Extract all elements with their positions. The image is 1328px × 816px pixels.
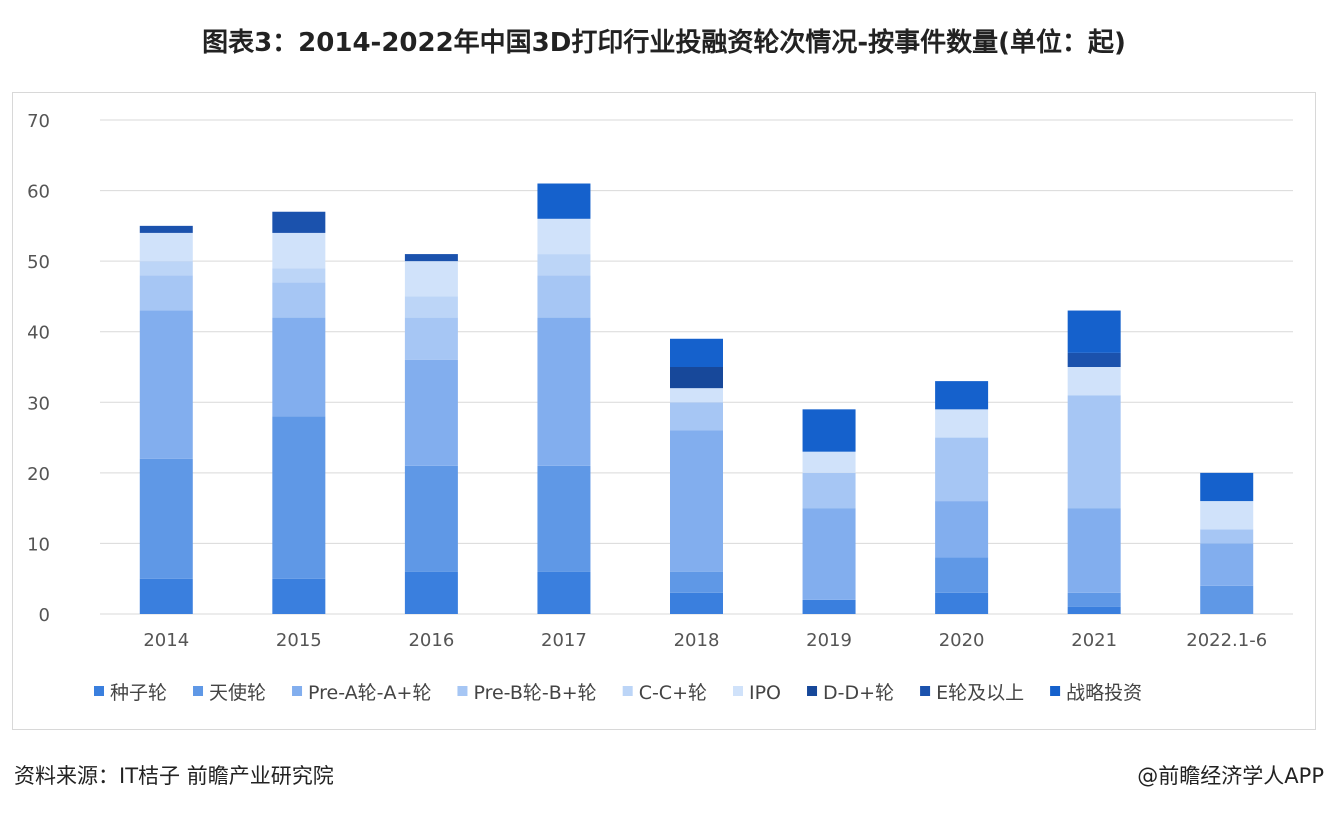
y-tick-label: 60 [27,182,50,203]
bar-segment [537,317,591,466]
bar-segment [670,338,723,367]
bar-segment [802,409,856,452]
bar-segment [139,458,193,579]
legend-swatch [622,686,633,696]
bar-segment [670,430,723,572]
y-tick-label: 70 [27,111,50,132]
x-tick-label: 2016 [408,630,454,651]
bar-segment [802,599,856,614]
bar-segment [404,254,458,262]
x-tick-label: 2014 [143,630,189,651]
bar-segment [139,275,193,311]
bar-segment [1200,529,1254,544]
legend-label: 战略投资 [1066,682,1142,704]
bar-segment [670,402,723,431]
bar-segment [935,592,989,614]
legend-swatch [807,686,818,696]
x-tick-label: 2021 [1071,630,1117,651]
legend-label: D-D+轮 [823,682,894,704]
bar-segment [1067,606,1121,614]
bar-segment [537,465,591,572]
bar-segment [272,268,326,283]
legend-label: C-C+轮 [639,682,707,704]
bar-segment [537,183,591,219]
bar-segment [802,508,856,600]
y-tick-label: 20 [27,464,50,485]
legend-label: 天使轮 [209,682,266,704]
bar-segment [802,451,856,473]
bar-segment [272,211,326,233]
bar-segment [139,225,193,233]
bar-segment [935,437,989,502]
bar-segment [802,472,856,509]
bar-segment [935,501,989,558]
x-tick-label: 2018 [674,630,720,651]
credit-note: @前瞻经济学人APP [1137,764,1324,788]
legend-swatch [193,686,204,696]
legend-swatch [733,686,743,696]
bar-segment [139,578,193,614]
y-tick-label: 40 [27,323,50,344]
chart-frame [12,92,1316,730]
x-tick-label: 2022.1-6 [1186,630,1267,651]
bar-segment [404,571,458,614]
legend-label: Pre-B轮-B+轮 [473,682,596,704]
bar-segment [1067,395,1121,509]
bar-segment [670,571,723,593]
bar-segment [272,578,326,614]
x-tick-label: 2017 [541,630,587,651]
y-tick-label: 10 [27,534,50,555]
bar-segment [272,232,326,269]
bar-segment [537,275,591,318]
bar-segment [272,416,326,579]
bar-segment [1067,508,1121,593]
bar-segment [404,296,458,318]
legend-label: Pre-A轮-A+轮 [308,682,431,704]
legend-swatch [292,686,303,696]
bar-segment [272,317,326,417]
bar-segment [1200,585,1254,614]
bar-segment [1067,592,1121,607]
legend-label: IPO [749,682,781,704]
bar-segment [537,254,591,276]
bar-segment [670,388,723,403]
x-tick-label: 2019 [806,630,852,651]
bar-segment [1200,472,1254,502]
x-tick-label: 2015 [276,630,322,651]
bar-segment [404,465,458,572]
bar-segment [935,409,989,438]
legend-swatch [94,686,104,696]
legend-swatch [457,686,468,696]
y-tick-label: 0 [39,605,50,626]
bar-segment [537,571,591,614]
legend-label: 种子轮 [110,682,167,704]
bar-segment [404,359,458,466]
source-note: 资料来源：IT桔子 前瞻产业研究院 [14,764,334,788]
y-tick-label: 30 [27,393,50,414]
bar-segment [1067,352,1121,367]
bar-segment [935,381,989,410]
legend-swatch [1050,686,1061,696]
bar-segment [1200,543,1254,586]
bar-segment [139,232,193,262]
y-tick-label: 50 [27,252,50,273]
bar-segment [1067,367,1121,396]
x-tick-label: 2020 [939,630,985,651]
bar-segment [670,367,723,389]
bar-segment [404,317,458,360]
bar-segment [1067,310,1121,353]
legend-label: E轮及以上 [936,682,1024,704]
bar-segment [272,282,326,318]
bar-segment [139,261,193,276]
bar-segment [404,261,458,297]
bar-segment [1200,501,1254,530]
chart-title: 图表3：2014-2022年中国3D打印行业投融资轮次情况-按事件数量(单位：起… [202,28,1126,58]
bar-segment [935,557,989,593]
bar-segment [670,592,723,614]
bar-segment [139,310,193,459]
legend-swatch [920,686,931,696]
bar-segment [537,218,591,255]
